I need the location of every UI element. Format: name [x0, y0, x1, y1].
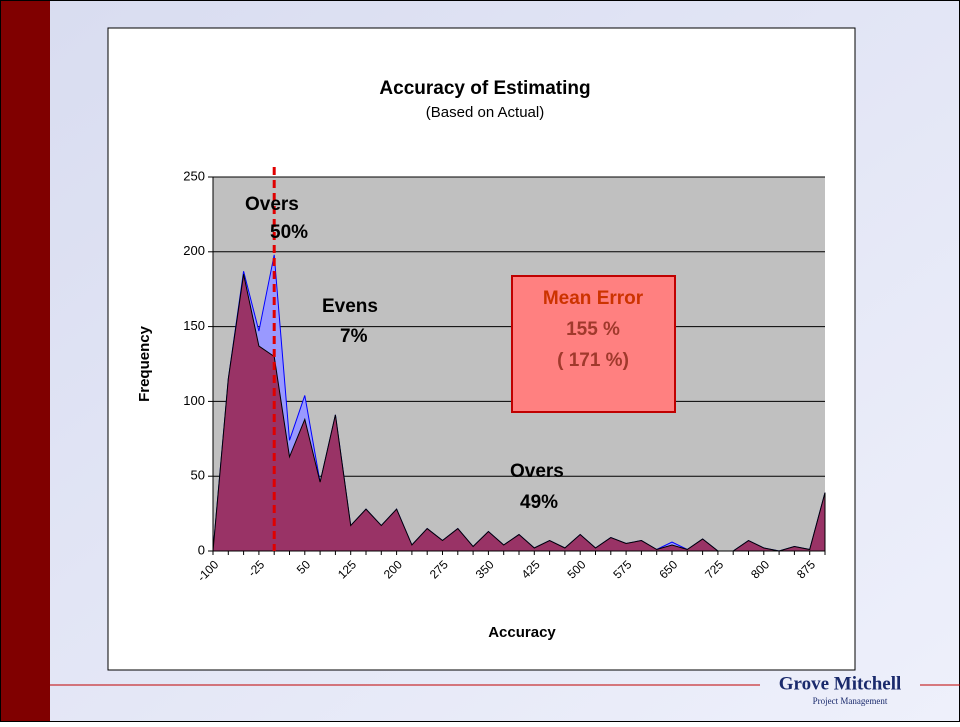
y-tick-label: 0 — [198, 542, 205, 557]
left-band — [0, 0, 50, 722]
y-tick-label: 150 — [183, 318, 205, 333]
mean-error-text: ( 171 %) — [557, 350, 629, 371]
x-axis-label: Accuracy — [488, 624, 556, 641]
y-tick-label: 250 — [183, 168, 205, 183]
annotation: Overs — [245, 194, 299, 215]
mean-error-text: Mean Error — [543, 288, 644, 309]
company-name: Grove Mitchell — [779, 673, 902, 694]
mean-error-box — [511, 275, 676, 413]
y-tick-label: 100 — [183, 393, 205, 408]
annotation: 49% — [520, 492, 558, 513]
y-tick-label: 50 — [191, 468, 205, 483]
chart-subtitle: (Based on Actual) — [426, 104, 544, 121]
annotation: 7% — [340, 326, 368, 347]
annotation: Overs — [510, 461, 564, 482]
company-tagline: Project Management — [813, 696, 888, 706]
chart-title: Accuracy of Estimating — [379, 78, 590, 99]
annotation: Evens — [322, 296, 378, 317]
annotation: 50% — [270, 222, 308, 243]
y-tick-label: 200 — [183, 243, 205, 258]
y-axis-label: Frequency — [136, 325, 153, 402]
mean-error-text: 155 % — [566, 319, 620, 340]
